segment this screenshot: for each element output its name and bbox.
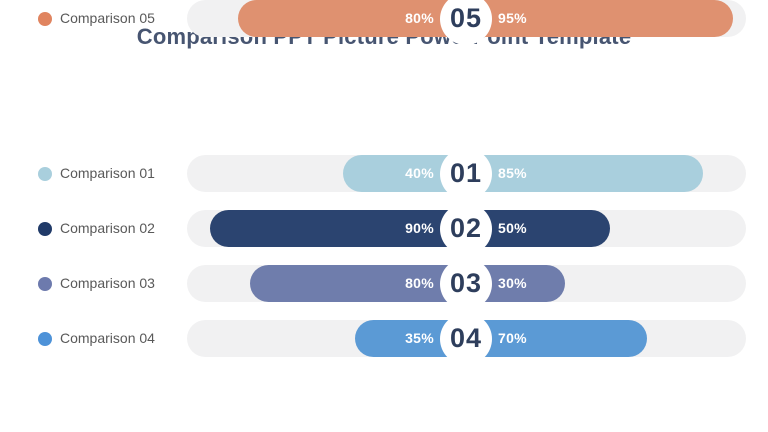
comparison-row: Comparison 01 40% 01 85% (0, 147, 768, 200)
right-value-label: 50% (498, 220, 527, 236)
legend-label: Comparison 05 (60, 10, 155, 26)
right-value-label: 95% (498, 10, 527, 26)
legend-dot (38, 11, 52, 26)
bar-fill (343, 155, 703, 192)
bar-fill (355, 320, 647, 357)
bar-track: 90% 02 50% (187, 202, 746, 255)
legend-dot (38, 331, 52, 346)
legend-label: Comparison 04 (60, 330, 155, 346)
legend-dot (38, 221, 52, 236)
comparison-row: Comparison 04 35% 04 70% (0, 312, 768, 365)
legend-label: Comparison 01 (60, 165, 155, 181)
index-circle: 03 (440, 257, 492, 310)
left-value-label: 80% (405, 10, 434, 26)
index-number: 04 (449, 323, 483, 353)
left-value-label: 80% (405, 275, 434, 291)
index-circle: 02 (440, 202, 492, 255)
right-value-label: 70% (498, 330, 527, 346)
comparison-row: Comparison 03 80% 03 30% (0, 257, 768, 310)
bar-track: 35% 04 70% (187, 312, 746, 365)
index-circle: 01 (440, 147, 492, 200)
bar-track: 80% 05 95% (187, 0, 746, 45)
legend-dot (38, 166, 52, 181)
bar-track: 40% 01 85% (187, 147, 746, 200)
right-value-label: 85% (498, 165, 527, 181)
index-number: 01 (449, 158, 483, 188)
index-number: 02 (449, 213, 483, 243)
left-value-label: 35% (405, 330, 434, 346)
comparison-row: Comparison 05 80% 05 95% (0, 0, 768, 45)
right-value-label: 30% (498, 275, 527, 291)
bar-fill (250, 265, 565, 302)
index-number: 05 (449, 3, 483, 33)
comparison-row: Comparison 02 90% 02 50% (0, 202, 768, 255)
index-number: 03 (449, 268, 483, 298)
bar-fill (210, 210, 610, 247)
legend-dot (38, 276, 52, 291)
left-value-label: 90% (405, 220, 434, 236)
left-value-label: 40% (405, 165, 434, 181)
legend-label: Comparison 03 (60, 275, 155, 291)
index-circle: 05 (440, 0, 492, 45)
index-circle: 04 (440, 312, 492, 365)
legend-label: Comparison 02 (60, 220, 155, 236)
bar-track: 80% 03 30% (187, 257, 746, 310)
